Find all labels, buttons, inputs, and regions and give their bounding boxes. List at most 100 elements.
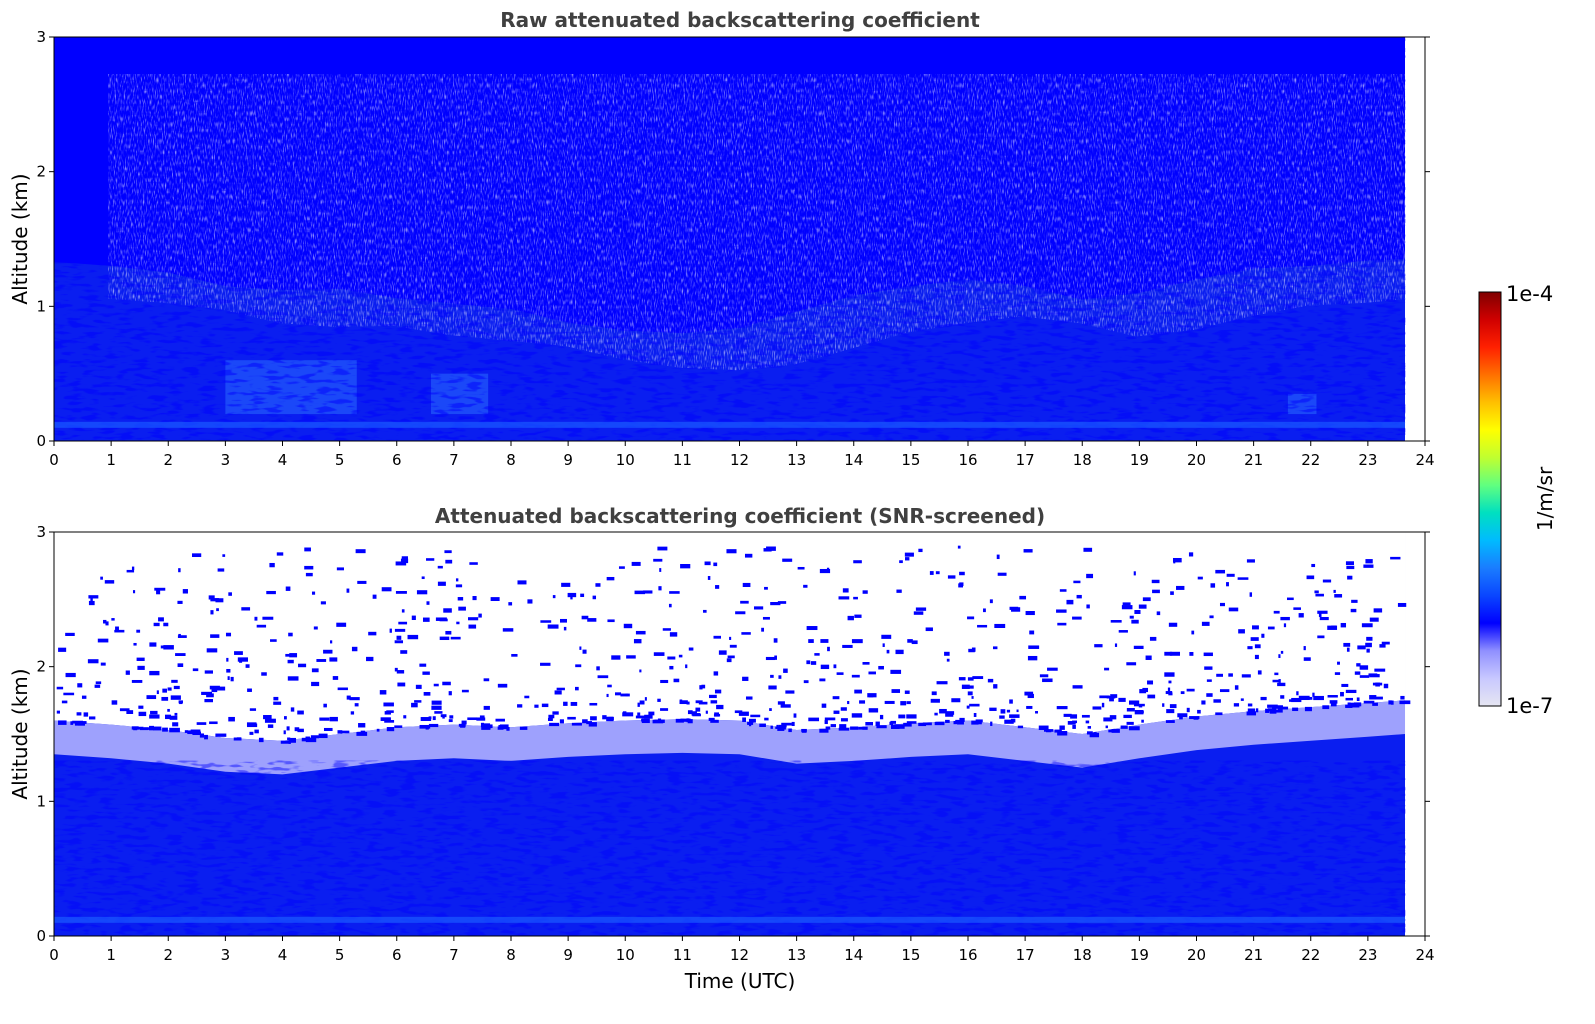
speckle	[1067, 721, 1076, 725]
speckle	[286, 726, 290, 731]
speckle	[1024, 691, 1034, 696]
speckle	[1128, 700, 1140, 705]
x-tick-label: 6	[392, 946, 402, 964]
y-tick-label: 2	[36, 658, 46, 676]
speckle	[149, 642, 157, 647]
speckle	[481, 723, 491, 727]
speckle	[967, 691, 973, 696]
speckle	[588, 722, 597, 727]
speckle	[765, 656, 775, 661]
texture	[54, 760, 1406, 936]
speckle	[323, 727, 333, 732]
speckle	[319, 717, 330, 721]
speckle	[1354, 671, 1361, 675]
x-tick-label: 11	[673, 451, 692, 469]
speckle	[1156, 611, 1161, 616]
speckle	[210, 598, 219, 602]
speckle	[415, 684, 422, 689]
x-tick-label: 2	[163, 946, 173, 964]
speckle	[1373, 608, 1383, 613]
speckle	[433, 683, 439, 687]
speckle	[709, 694, 717, 699]
speckle	[1303, 657, 1311, 661]
speckle	[254, 616, 258, 621]
speckle	[1010, 718, 1016, 723]
speckle	[847, 700, 850, 705]
speckle	[61, 700, 68, 704]
speckle	[211, 688, 218, 693]
speckle	[366, 656, 374, 662]
speckle	[1226, 573, 1235, 577]
speckle	[1390, 556, 1401, 560]
speckle	[206, 648, 218, 653]
speckle	[806, 660, 811, 665]
speckle	[360, 730, 366, 735]
speckle	[639, 700, 645, 705]
speckle	[276, 552, 284, 556]
speckle	[311, 591, 316, 595]
speckle	[922, 722, 932, 726]
speckle	[862, 661, 870, 665]
x-tick-label: 17	[1016, 451, 1035, 469]
speckle	[1366, 648, 1370, 653]
speckle	[906, 721, 917, 724]
speckle	[506, 727, 510, 731]
speckle	[1340, 691, 1344, 697]
speckle	[999, 715, 1005, 719]
speckle	[1345, 704, 1353, 708]
speckle	[851, 674, 860, 678]
speckle	[1191, 630, 1195, 635]
speckle	[222, 554, 226, 557]
x-tick-label: 18	[1073, 946, 1092, 964]
speckle	[445, 559, 453, 564]
speckle	[416, 590, 428, 595]
speckle	[1333, 589, 1336, 593]
speckle	[904, 552, 914, 557]
speckle	[1372, 702, 1378, 706]
speckle	[606, 576, 615, 581]
speckle	[1168, 622, 1178, 627]
speckle	[81, 695, 87, 699]
speckle	[386, 727, 395, 732]
speckle	[890, 669, 902, 674]
speckle	[819, 568, 831, 574]
speckle	[442, 715, 445, 719]
speckle	[163, 622, 169, 627]
speckle	[713, 562, 718, 567]
speckle	[1280, 616, 1290, 621]
speckle	[1173, 560, 1176, 564]
speckle	[162, 688, 167, 693]
speckle	[1233, 703, 1240, 707]
speckle	[1197, 576, 1203, 580]
speckle	[261, 672, 267, 676]
y-tick-label: 3	[36, 523, 46, 541]
x-tick-label: 8	[506, 451, 516, 469]
speckle	[620, 693, 630, 697]
speckle	[1025, 610, 1035, 616]
speckle	[895, 649, 904, 655]
speckle	[472, 596, 477, 601]
speckle	[625, 693, 629, 697]
speckle	[88, 600, 95, 606]
speckle	[997, 572, 1007, 576]
speckle	[745, 696, 753, 700]
x-tick-label: 7	[449, 946, 459, 964]
speckle	[994, 623, 1006, 629]
speckle	[100, 576, 103, 580]
speckle	[1379, 644, 1386, 648]
speckle	[797, 566, 805, 570]
speckle	[571, 722, 582, 726]
speckle	[1094, 644, 1103, 648]
speckle	[88, 595, 99, 599]
speckle	[915, 607, 927, 611]
speckle	[72, 720, 84, 724]
speckle	[547, 624, 559, 629]
speckle	[806, 626, 818, 631]
speckle	[579, 646, 582, 650]
speckle	[439, 636, 450, 641]
speckle	[698, 701, 708, 705]
speckle	[294, 727, 300, 732]
speckle	[827, 646, 830, 652]
speckle	[1179, 715, 1183, 720]
x-tick-label: 14	[844, 451, 863, 469]
